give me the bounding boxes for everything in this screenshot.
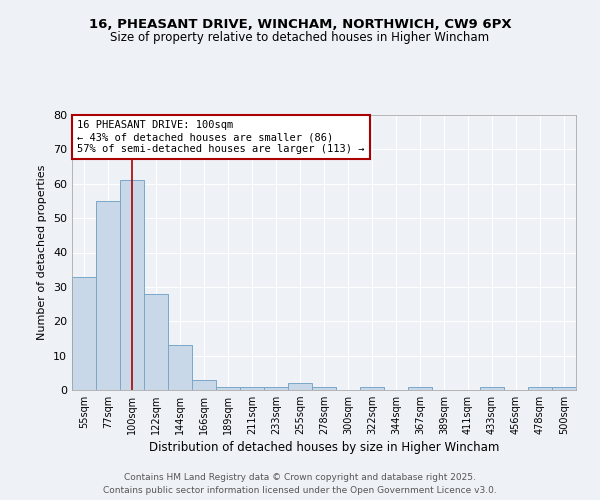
- Text: 16, PHEASANT DRIVE, WINCHAM, NORTHWICH, CW9 6PX: 16, PHEASANT DRIVE, WINCHAM, NORTHWICH, …: [89, 18, 511, 30]
- Bar: [528, 386, 552, 390]
- Bar: [288, 383, 312, 390]
- Text: Contains HM Land Registry data © Crown copyright and database right 2025.
Contai: Contains HM Land Registry data © Crown c…: [103, 473, 497, 495]
- Bar: [264, 386, 288, 390]
- Text: Size of property relative to detached houses in Higher Wincham: Size of property relative to detached ho…: [110, 31, 490, 44]
- Bar: [120, 180, 144, 390]
- Bar: [408, 386, 432, 390]
- X-axis label: Distribution of detached houses by size in Higher Wincham: Distribution of detached houses by size …: [149, 442, 499, 454]
- Bar: [192, 380, 216, 390]
- Bar: [72, 276, 96, 390]
- Bar: [312, 386, 336, 390]
- Bar: [480, 386, 504, 390]
- Text: 16 PHEASANT DRIVE: 100sqm
← 43% of detached houses are smaller (86)
57% of semi-: 16 PHEASANT DRIVE: 100sqm ← 43% of detac…: [77, 120, 365, 154]
- Bar: [144, 294, 168, 390]
- Bar: [360, 386, 384, 390]
- Bar: [240, 386, 264, 390]
- Bar: [168, 346, 192, 390]
- Bar: [96, 201, 120, 390]
- Y-axis label: Number of detached properties: Number of detached properties: [37, 165, 47, 340]
- Bar: [552, 386, 576, 390]
- Bar: [216, 386, 240, 390]
